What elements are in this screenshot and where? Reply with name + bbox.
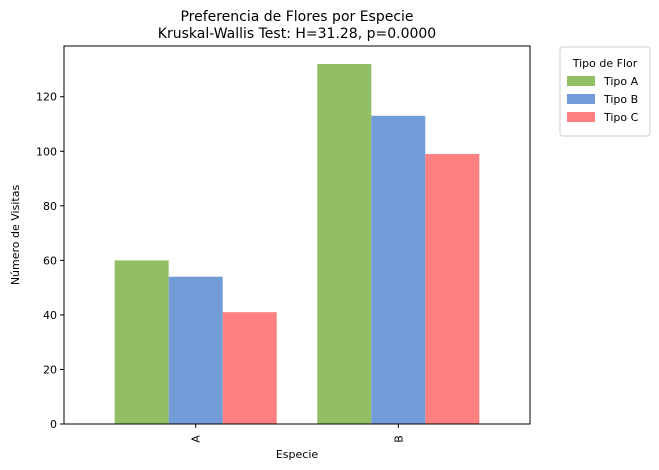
legend-label: Tipo B xyxy=(603,93,638,106)
chart-title: Preferencia de Flores por Especie xyxy=(180,9,413,25)
legend-swatch xyxy=(567,76,595,86)
y-tick-label: 20 xyxy=(43,363,57,376)
y-tick-label: 120 xyxy=(36,91,57,104)
y-tick-label: 80 xyxy=(43,200,57,213)
y-axis-label: Número de Visitas xyxy=(9,185,22,286)
plot-frame xyxy=(63,45,531,425)
x-tick-label: A xyxy=(190,435,203,443)
bar-tipo-a-a xyxy=(114,260,169,424)
y-tick-label: 0 xyxy=(50,418,57,431)
y-axis: 0 20 40 60 80 100 120 xyxy=(36,91,64,431)
bar-tipo-b-b xyxy=(371,115,426,424)
bar-tipo-a-b xyxy=(317,64,372,424)
x-tick-label: B xyxy=(392,435,405,443)
x-axis-label: Especie xyxy=(276,448,319,461)
y-tick-label: 100 xyxy=(36,145,57,158)
legend: Tipo de Flor Tipo A Tipo B Tipo C xyxy=(559,46,651,137)
bar-tipo-c-a xyxy=(222,312,277,424)
legend-title: Tipo de Flor xyxy=(572,57,638,70)
bars-group xyxy=(114,64,480,424)
legend-swatch xyxy=(567,112,595,122)
legend-label: Tipo A xyxy=(603,75,639,88)
bar-tipo-c-b xyxy=(425,154,480,424)
y-tick-label: 60 xyxy=(43,254,57,267)
legend-label: Tipo C xyxy=(603,111,639,124)
bar-tipo-b-a xyxy=(168,276,223,424)
legend-swatch xyxy=(567,94,595,104)
chart-subtitle: Kruskal-Wallis Test: H=31.28, p=0.0000 xyxy=(158,26,436,42)
y-tick-label: 40 xyxy=(43,309,57,322)
